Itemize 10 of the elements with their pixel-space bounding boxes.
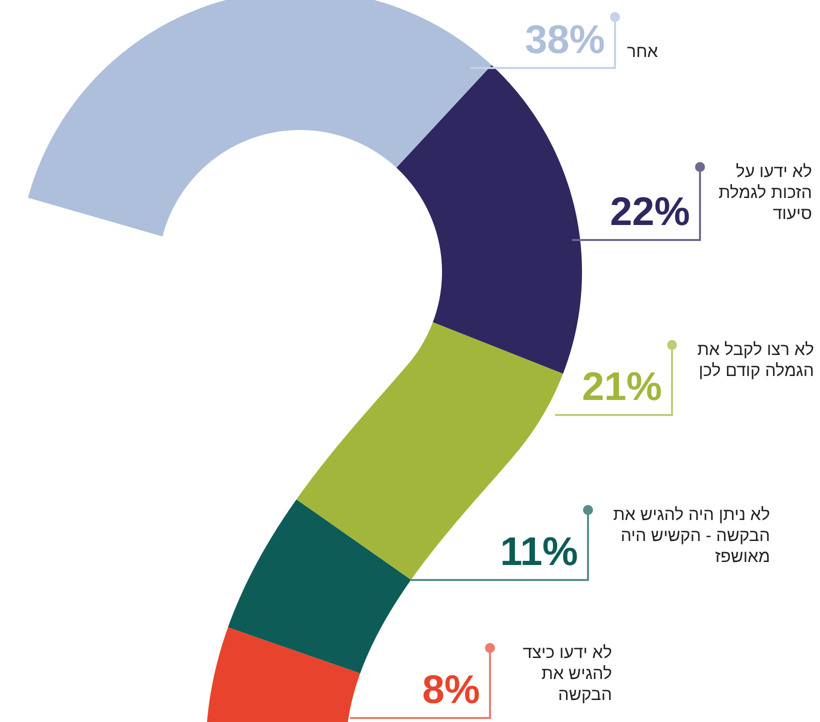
data-label: 11% xyxy=(500,530,578,574)
category-label: לא רצו לקבל את הגמלה קודם לכן xyxy=(696,339,814,381)
data-label: 38% xyxy=(524,18,605,62)
data-label: 22% xyxy=(610,190,690,234)
data-label: 8% xyxy=(422,668,480,712)
category-label: לא ידעו כיצד להגיש את הבקשה xyxy=(522,642,612,705)
data-label: 21% xyxy=(582,365,662,409)
category-label: לא ידעו על הזכות לגמלת סיעוד xyxy=(717,161,812,224)
category-label: אחר xyxy=(627,41,658,62)
category-label: לא ניתן היה להגיש את הבקשה - הקשיש היה מאושפז xyxy=(612,504,770,567)
